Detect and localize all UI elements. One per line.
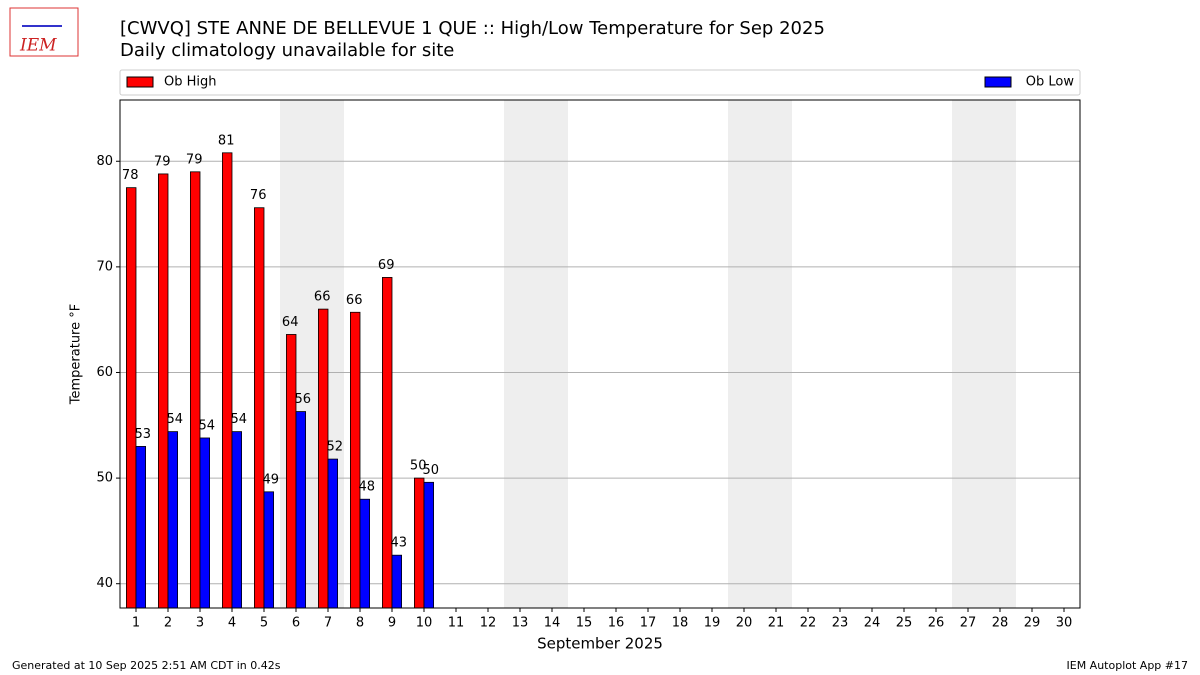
logo-outline bbox=[9, 7, 79, 57]
logo: IEM bbox=[19, 36, 57, 56]
x-tick-label: 2 bbox=[164, 616, 172, 631]
legend-swatch bbox=[984, 76, 1012, 88]
y-tick-label: 50 bbox=[96, 471, 113, 486]
x-tick-label: 22 bbox=[800, 616, 817, 631]
data-label: 48 bbox=[359, 480, 376, 495]
weekend-shade bbox=[728, 100, 792, 608]
bar bbox=[157, 173, 169, 609]
bar bbox=[231, 431, 243, 609]
data-label: 78 bbox=[122, 168, 139, 183]
x-tick-label: 20 bbox=[736, 616, 753, 631]
bar bbox=[423, 481, 435, 609]
x-tick-label: 4 bbox=[228, 616, 236, 631]
bar bbox=[221, 152, 233, 609]
data-label: 81 bbox=[218, 133, 235, 148]
chart-title: [CWVQ] STE ANNE DE BELLEVUE 1 QUE :: Hig… bbox=[120, 18, 825, 39]
x-tick-label: 17 bbox=[640, 616, 657, 631]
x-tick-label: 5 bbox=[260, 616, 268, 631]
x-tick-label: 19 bbox=[704, 616, 721, 631]
x-tick-label: 9 bbox=[388, 616, 396, 631]
x-tick-label: 21 bbox=[768, 616, 785, 631]
bar bbox=[359, 498, 371, 609]
data-label: 79 bbox=[154, 154, 171, 169]
x-tick-label: 23 bbox=[832, 616, 849, 631]
y-tick-label: 60 bbox=[96, 365, 113, 380]
x-tick-label: 16 bbox=[608, 616, 625, 631]
data-label: 64 bbox=[282, 315, 299, 330]
bar bbox=[126, 187, 137, 609]
x-axis-label: September 2025 bbox=[537, 635, 663, 653]
x-tick-label: 28 bbox=[992, 616, 1009, 631]
data-label: 79 bbox=[186, 152, 203, 167]
y-tick-label: 70 bbox=[96, 259, 113, 274]
legend-box bbox=[119, 69, 1081, 96]
bar bbox=[135, 446, 147, 609]
bar bbox=[327, 458, 339, 609]
y-tick-label: 40 bbox=[96, 576, 113, 591]
data-label: 66 bbox=[346, 293, 363, 308]
x-tick-label: 15 bbox=[576, 616, 593, 631]
x-tick-label: 14 bbox=[544, 616, 561, 631]
x-tick-label: 30 bbox=[1056, 616, 1073, 631]
bar bbox=[199, 437, 211, 609]
plot-frame bbox=[119, 99, 1081, 609]
weekend-shade bbox=[952, 100, 1016, 608]
bar bbox=[167, 431, 179, 609]
x-tick-label: 25 bbox=[896, 616, 913, 631]
data-label: 52 bbox=[327, 440, 344, 455]
bar bbox=[317, 308, 329, 609]
data-label: 43 bbox=[391, 536, 408, 551]
weekend-shade bbox=[504, 100, 568, 608]
chart-subtitle: Daily climatology unavailable for site bbox=[120, 40, 454, 61]
data-label: 76 bbox=[250, 188, 267, 203]
x-tick-label: 29 bbox=[1024, 616, 1041, 631]
bar bbox=[295, 411, 307, 609]
x-tick-label: 13 bbox=[512, 616, 529, 631]
data-label: 54 bbox=[199, 418, 216, 433]
x-tick-label: 8 bbox=[356, 616, 364, 631]
bar bbox=[285, 334, 297, 609]
x-tick-label: 3 bbox=[196, 616, 204, 631]
bar bbox=[413, 477, 425, 609]
bar bbox=[253, 207, 265, 609]
legend-swatch bbox=[126, 76, 154, 88]
data-label: 53 bbox=[135, 427, 152, 442]
footer-right: IEM Autoplot App #17 bbox=[1067, 659, 1189, 672]
x-tick-label: 18 bbox=[672, 616, 689, 631]
x-tick-label: 26 bbox=[928, 616, 945, 631]
x-tick-label: 11 bbox=[448, 616, 465, 631]
y-tick-label: 80 bbox=[96, 154, 113, 169]
bar bbox=[391, 554, 403, 609]
legend-label: Ob High bbox=[164, 75, 217, 90]
footer-left: Generated at 10 Sep 2025 2:51 AM CDT in … bbox=[12, 659, 281, 672]
data-label: 66 bbox=[314, 290, 331, 305]
bar bbox=[263, 491, 275, 609]
bar bbox=[349, 311, 361, 609]
y-axis-label: Temperature °F bbox=[69, 304, 84, 405]
data-label: 69 bbox=[378, 258, 395, 273]
legend-label: Ob Low bbox=[1026, 75, 1075, 90]
data-label: 54 bbox=[167, 412, 184, 427]
data-label: 56 bbox=[295, 392, 312, 407]
data-label: 49 bbox=[263, 472, 280, 487]
x-tick-label: 7 bbox=[324, 616, 332, 631]
data-label: 50 bbox=[423, 463, 440, 478]
data-label: 54 bbox=[231, 412, 248, 427]
x-tick-label: 12 bbox=[480, 616, 497, 631]
data-label: 50 bbox=[410, 459, 427, 474]
x-tick-label: 6 bbox=[292, 616, 300, 631]
x-tick-label: 1 bbox=[132, 616, 140, 631]
bar bbox=[381, 277, 393, 609]
x-tick-label: 27 bbox=[960, 616, 977, 631]
x-tick-label: 24 bbox=[864, 616, 881, 631]
x-tick-label: 10 bbox=[416, 616, 433, 631]
bar bbox=[189, 171, 201, 609]
